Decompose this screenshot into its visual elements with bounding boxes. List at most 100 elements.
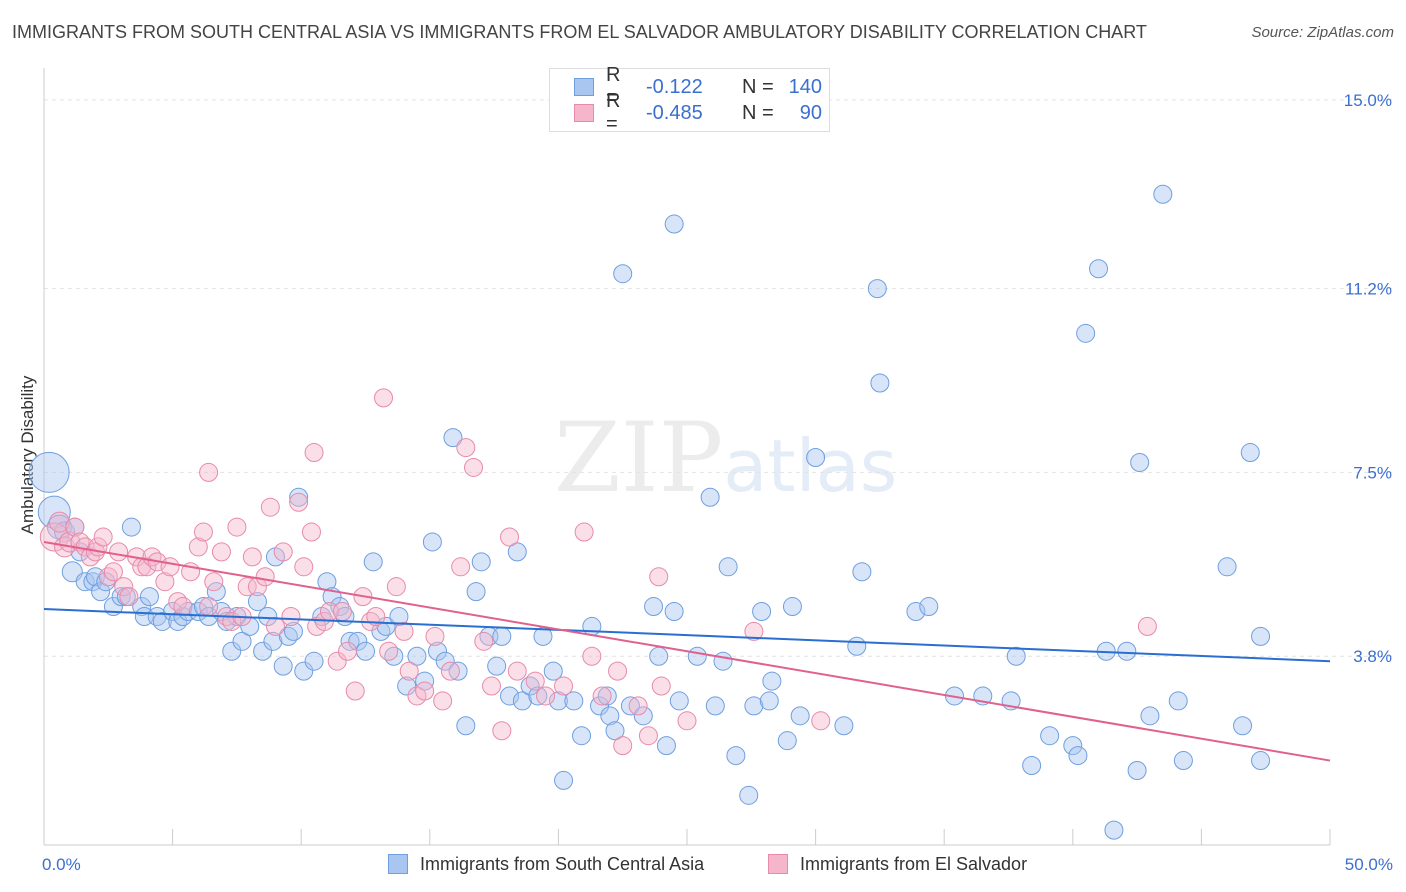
- pink-data-point: [582, 646, 602, 666]
- watermark-atlas: atlas: [723, 424, 898, 508]
- pink-data-point: [114, 577, 134, 597]
- blue-data-point: [1130, 452, 1150, 472]
- blue-data-point: [435, 651, 455, 671]
- bottom-legend-blue: Immigrants from South Central Asia: [388, 852, 704, 876]
- blue-data-point: [289, 487, 309, 507]
- blue-data-point: [1217, 557, 1237, 577]
- pink-data-point: [301, 522, 321, 542]
- pink-data-point: [242, 547, 262, 567]
- bottom-legend-pink: Immigrants from El Salvador: [768, 852, 1027, 876]
- blue-data-point: [687, 646, 707, 666]
- pink-data-point: [193, 522, 213, 542]
- blue-data-point: [664, 602, 684, 622]
- blue-data-point: [528, 686, 548, 706]
- pink-data-point: [137, 557, 157, 577]
- legend-n-value: 90: [799, 101, 822, 124]
- blue-data-point: [739, 785, 759, 805]
- blue-data-point: [389, 606, 409, 626]
- blue-data-point: [54, 521, 76, 543]
- bottom-legend-swatch-pink: [768, 854, 788, 874]
- legend-r-value: -0.485: [646, 101, 703, 124]
- blue-data-point: [656, 736, 676, 756]
- blue-data-point: [870, 373, 890, 393]
- blue-data-point: [1068, 746, 1088, 766]
- pink-data-point: [415, 681, 435, 701]
- blue-data-point: [782, 597, 802, 617]
- blue-data-point: [139, 587, 159, 607]
- blue-data-point: [471, 552, 491, 572]
- y-tick-label: 7.5%: [1353, 463, 1392, 482]
- blue-data-point: [700, 487, 720, 507]
- blue-data-point: [273, 656, 293, 676]
- legend-r-label: R =: [606, 90, 621, 135]
- blue-data-point: [152, 611, 172, 631]
- pink-data-point: [500, 527, 520, 547]
- blue-data-point: [1251, 626, 1271, 646]
- blue-data-point: [806, 448, 826, 468]
- blue-data-point: [75, 572, 95, 592]
- pink-data-point: [1137, 616, 1157, 636]
- pink-data-point: [173, 597, 193, 617]
- pink-data-point: [199, 462, 219, 482]
- blue-data-point: [443, 428, 463, 448]
- pink-data-point: [811, 711, 831, 731]
- pink-data-point: [65, 517, 85, 537]
- source-label: Source: ZipAtlas.com: [1251, 24, 1394, 41]
- pink-data-point: [374, 388, 394, 408]
- legend-r-value: -0.122: [646, 75, 703, 98]
- blue-data-point: [919, 597, 939, 617]
- blue-data-point: [600, 706, 620, 726]
- blue-data-point: [28, 451, 70, 493]
- blue-data-point: [263, 631, 283, 651]
- pink-data-point: [628, 696, 648, 716]
- legend-swatch-blue: [574, 78, 594, 96]
- blue-data-point: [620, 696, 640, 716]
- blue-data-point: [1173, 751, 1193, 771]
- blue-data-point: [759, 691, 779, 711]
- blue-data-point: [572, 726, 592, 746]
- blue-data-point: [548, 691, 568, 711]
- pink-data-point: [464, 457, 484, 477]
- blue-data-point: [1233, 716, 1253, 736]
- blue-data-point: [507, 542, 527, 562]
- blue-data-point: [1117, 641, 1137, 661]
- blue-data-point: [487, 656, 507, 676]
- blue-data-point: [1089, 259, 1109, 279]
- correlation-legend: R = -0.122 N = 140 R = -0.485 N = 90: [549, 64, 830, 135]
- y-tick-label: 15.0%: [1344, 91, 1392, 110]
- blue-data-point: [790, 706, 810, 726]
- blue-data-point: [597, 686, 617, 706]
- blue-data-point: [605, 721, 625, 741]
- blue-data-point: [762, 671, 782, 691]
- pink-data-point: [651, 676, 671, 696]
- blue-data-point: [283, 621, 303, 641]
- blue-data-point: [397, 676, 417, 696]
- pink-data-point: [260, 497, 280, 517]
- pink-data-point: [440, 661, 460, 681]
- pink-data-point: [536, 686, 556, 706]
- x-tick-label-min: 0.0%: [42, 855, 81, 874]
- blue-data-point: [1251, 751, 1271, 771]
- blue-data-point: [348, 631, 368, 651]
- legend-row-blue: R = -0.122 N = 140: [574, 64, 822, 109]
- blue-data-point: [1040, 726, 1060, 746]
- blue-data-point: [456, 716, 476, 736]
- blue-data-point: [1006, 646, 1026, 666]
- blue-data-point: [713, 651, 733, 671]
- bottom-legend-label-pink: Immigrants from El Salvador: [800, 853, 1028, 874]
- blue-data-point: [1140, 706, 1160, 726]
- pink-data-point: [399, 661, 419, 681]
- x-tick-label-max: 50.0%: [1345, 855, 1393, 874]
- blue-data-point: [1127, 760, 1147, 780]
- blue-data-point: [649, 646, 669, 666]
- pink-data-point: [304, 443, 324, 463]
- blue-data-point: [906, 602, 926, 622]
- blue-data-point: [867, 279, 887, 299]
- pink-data-point: [386, 577, 406, 597]
- blue-data-point: [644, 597, 664, 617]
- pink-data-point: [394, 621, 414, 641]
- legend-r-label: R =: [606, 64, 621, 109]
- blue-data-point: [705, 696, 725, 716]
- legend-n-value: 140: [788, 75, 822, 98]
- pink-data-point: [474, 631, 494, 651]
